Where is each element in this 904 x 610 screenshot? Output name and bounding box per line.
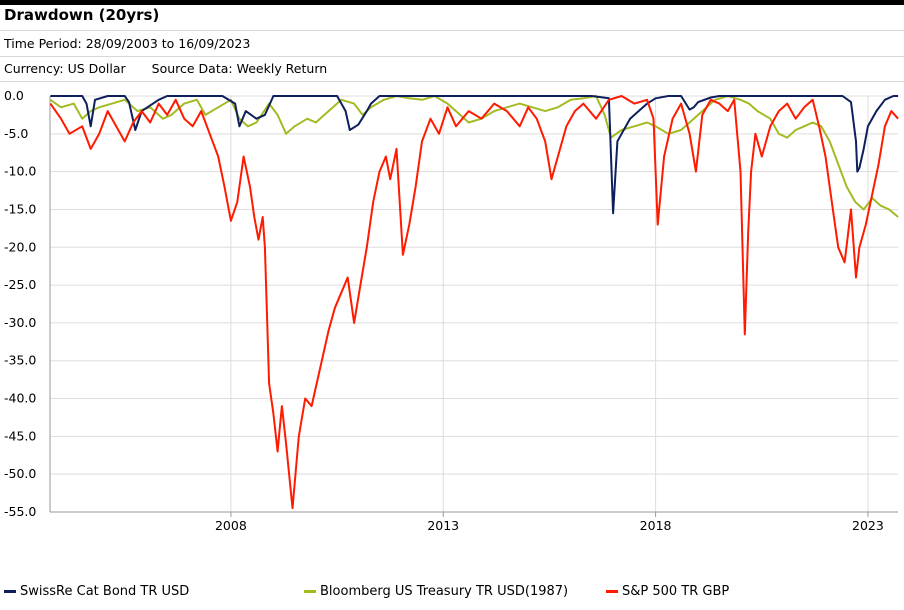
- legend-label-swissre: SwissRe Cat Bond TR USD: [20, 584, 190, 599]
- y-tick-label: -40.0: [4, 391, 36, 406]
- x-tick-label: 2013: [427, 518, 459, 533]
- y-tick-label: -5.0: [4, 126, 28, 141]
- series-line-swissre-cat-bond: [50, 95, 899, 215]
- legend-item: SwissRe Cat Bond TR USD: [4, 584, 189, 599]
- header-divider: [0, 30, 904, 31]
- y-tick-label: -25.0: [4, 277, 36, 292]
- legend-label-sp500: S&P 500 TR GBP: [622, 584, 730, 599]
- x-tick-label: 2018: [640, 518, 672, 533]
- chart-title: Drawdown (20yrs): [4, 6, 160, 24]
- x-tick-label: 2023: [852, 518, 884, 533]
- chart-legend: SwissRe Cat Bond TR USD Bloomberg US Tre…: [0, 584, 904, 604]
- time-period-label: Time Period: 28/09/2003 to 16/09/2023: [4, 36, 251, 51]
- currency-label: Currency: US Dollar: [4, 61, 126, 76]
- y-tick-label: -55.0: [4, 504, 36, 519]
- series-line-sp500: [49, 95, 899, 510]
- legend-item: S&P 500 TR GBP: [606, 584, 729, 599]
- y-tick-label: 0.0: [4, 88, 24, 103]
- header-divider: [0, 56, 904, 57]
- y-tick-label: -35.0: [4, 353, 36, 368]
- y-tick-label: -10.0: [4, 164, 36, 179]
- y-tick-label: -50.0: [4, 466, 36, 481]
- y-tick-label: -30.0: [4, 315, 36, 330]
- y-tick-label: -45.0: [4, 428, 36, 443]
- top-border: [0, 0, 904, 5]
- header-divider: [0, 81, 904, 82]
- x-tick-label: 2008: [215, 518, 247, 533]
- y-tick-label: -20.0: [4, 239, 36, 254]
- series-line-bloomberg-treasury: [49, 95, 899, 218]
- legend-swatch-sp500: [606, 590, 618, 593]
- legend-swatch-swissre: [4, 590, 16, 593]
- drawdown-chart: 0.0 -5.0 -10.0 -15.0 -20.0 -25.0 -30.0 -35.0 -40…: [4, 88, 899, 533]
- currency-source-row: Currency: US Dollar Source Data: Weekly …: [4, 61, 349, 76]
- legend-item: Bloomberg US Treasury TR USD(1987): [304, 584, 568, 599]
- legend-label-bloomberg: Bloomberg US Treasury TR USD(1987): [320, 584, 569, 599]
- y-tick-label: -15.0: [4, 201, 36, 216]
- source-data-label: Source Data: Weekly Return: [151, 61, 328, 76]
- legend-swatch-bloomberg: [304, 590, 316, 593]
